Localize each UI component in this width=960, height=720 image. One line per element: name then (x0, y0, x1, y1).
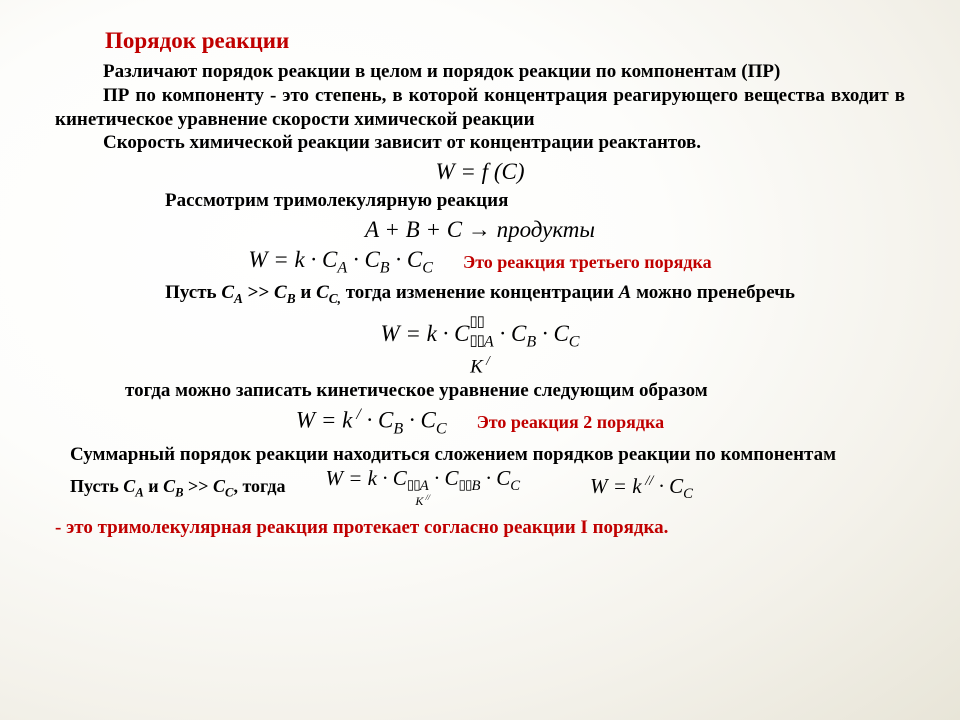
formula-2nd-order: W = k / · CB · CC (296, 406, 447, 438)
k-double-prime-label: K // (325, 494, 520, 507)
slide-container: Порядок реакции Различают порядок реакци… (0, 0, 960, 549)
paragraph-5: Пусть CA >> CB и CC, тогда изменение кон… (55, 281, 905, 307)
formula-row-3rd-order: W = k · CA · CB · CC Это реакция третьег… (55, 247, 905, 278)
formula-full-kca: W = k · C▯▯A · C▯▯B · CC (325, 468, 520, 494)
paragraph-6: тогда можно записать кинетическое уравне… (55, 379, 905, 403)
formula-with-brackets: W = k · C▯▯▯▯A · CB · CC (55, 312, 905, 352)
paragraph-8: Пусть CA и CB >> CC, тогда (55, 476, 285, 501)
paragraph-1: Различают порядок реакции в целом и поря… (55, 60, 905, 84)
bracket-icon-2: ▯▯ (407, 478, 420, 492)
note-3rd-order: Это реакция третьего порядка (463, 252, 712, 273)
slide-title: Порядок реакции (55, 28, 905, 54)
paragraph-4: Рассмотрим тримолекулярную реакция (55, 189, 905, 213)
note-2nd-order: Это реакция 2 порядка (477, 412, 665, 433)
footer-conclusion: - это тримолекулярная реакция протекает … (55, 517, 905, 539)
paragraph-3: Скорость химической реакции зависит от к… (55, 131, 905, 155)
paragraph-2: ПР по компоненту - это степень, в которо… (55, 84, 905, 132)
formula-wfc: W = f (C) (55, 159, 905, 185)
paragraph-7: Суммарный порядок реакции находиться сло… (55, 443, 905, 467)
formula-stack-kprime2: W = k · C▯▯A · C▯▯B · CC K // (325, 468, 520, 507)
k-prime-label: K / (55, 353, 905, 378)
formula-reaction: A + B + C → продукты (55, 217, 905, 243)
bottom-row: Пусть CA и CB >> CC, тогда W = k · C▯▯A … (55, 468, 905, 507)
formula-3rd-order: W = k · CA · CB · CC (248, 247, 433, 278)
formula-1st-order: W = k // · CC (590, 473, 693, 503)
bracket-icon-3: ▯▯ (458, 478, 471, 492)
bracket-icon: ▯▯▯▯ (469, 312, 483, 350)
formula-row-2nd-order: W = k / · CB · CC Это реакция 2 порядка (55, 406, 905, 438)
